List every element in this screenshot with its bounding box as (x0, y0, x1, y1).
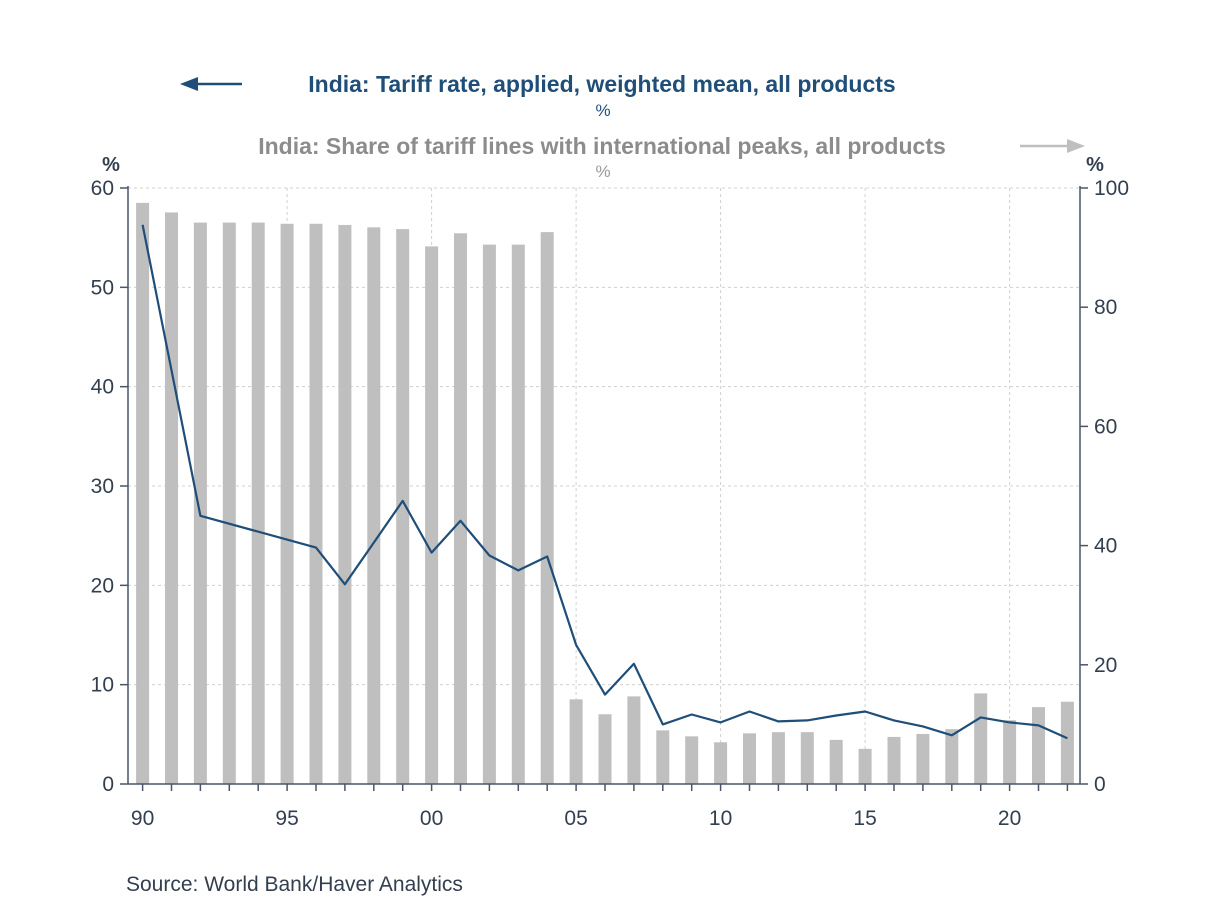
bar-2016 (887, 736, 901, 784)
bar-1995 (280, 223, 294, 784)
bar-2015 (858, 748, 872, 784)
bar-2008 (656, 730, 670, 784)
legend-bar-series-label: India: Share of tariff lines with intern… (258, 133, 946, 159)
bar-1993 (222, 222, 236, 784)
bar-1994 (251, 222, 265, 784)
bar-2022 (1060, 701, 1074, 784)
bar-1999 (396, 229, 410, 784)
bar-2020 (1003, 720, 1017, 784)
bar-1996 (309, 223, 323, 784)
bar-series (136, 202, 1074, 784)
left-tick-label: 10 (91, 674, 114, 697)
legend-line-series-label: India: Tariff rate, applied, weighted me… (308, 71, 895, 97)
left-tick-label: 50 (91, 276, 114, 299)
bar-2001 (454, 233, 467, 784)
right-axis-ticks: 0 20 40 60 80 100 (1080, 177, 1129, 796)
bar-2012 (771, 732, 785, 784)
x-tick-label: 90 (131, 807, 154, 830)
bar-1998 (367, 227, 381, 784)
x-tick-label: 00 (420, 807, 443, 830)
left-tick-label: 20 (91, 574, 114, 597)
left-tick-label: 0 (102, 773, 114, 796)
bar-2019 (974, 693, 988, 784)
right-tick-label: 100 (1094, 177, 1129, 200)
x-tick-label: 20 (998, 807, 1021, 830)
bar-2006 (598, 714, 612, 784)
legend: India: Tariff rate, applied, weighted me… (180, 71, 1085, 181)
right-tick-label: 20 (1094, 654, 1117, 677)
x-tick-label: 10 (709, 807, 732, 830)
left-tick-label: 30 (91, 475, 114, 498)
legend-arrow-left-icon (180, 77, 242, 91)
right-tick-label: 80 (1094, 296, 1117, 319)
x-tick-label: 95 (275, 807, 298, 830)
x-tick-label: 05 (564, 807, 587, 830)
line-series (141, 224, 1068, 740)
x-axis-ticks: 90 95 00 05 10 15 20 (131, 784, 1069, 830)
legend-bar-series-unit: % (595, 162, 610, 181)
left-axis-ticks: 0 10 20 30 40 50 60 (91, 177, 128, 796)
bar-2005 (569, 699, 583, 784)
bar-2014 (829, 739, 843, 784)
right-tick-label: 0 (1094, 773, 1106, 796)
bar-2017 (916, 733, 930, 784)
left-tick-label: 40 (91, 376, 114, 399)
legend-arrow-right-icon (1020, 139, 1085, 153)
bar-2002 (482, 244, 496, 784)
bar-2003 (511, 244, 525, 784)
bar-1990 (136, 202, 150, 784)
bar-2011 (743, 733, 756, 784)
bar-2010 (714, 742, 728, 784)
right-tick-label: 60 (1094, 415, 1117, 438)
legend-line-series-unit: % (595, 101, 610, 120)
x-tick-label: 15 (853, 807, 876, 830)
bar-2018 (945, 729, 959, 784)
bar-2013 (800, 732, 814, 784)
right-tick-label: 40 (1094, 535, 1117, 558)
bar-2007 (627, 696, 641, 784)
bar-1991 (165, 212, 178, 784)
bar-2021 (1032, 707, 1045, 784)
bar-2000 (425, 246, 439, 784)
source-note: Source: World Bank/Haver Analytics (126, 873, 463, 896)
tariff-rate-line (141, 224, 1068, 740)
bar-2009 (685, 736, 699, 784)
left-axis-unit: % (102, 154, 120, 176)
left-tick-label: 60 (91, 177, 114, 200)
bar-2004 (540, 232, 554, 784)
bar-1992 (193, 222, 207, 784)
bar-1997 (338, 224, 352, 784)
right-axis-unit: % (1086, 154, 1104, 176)
